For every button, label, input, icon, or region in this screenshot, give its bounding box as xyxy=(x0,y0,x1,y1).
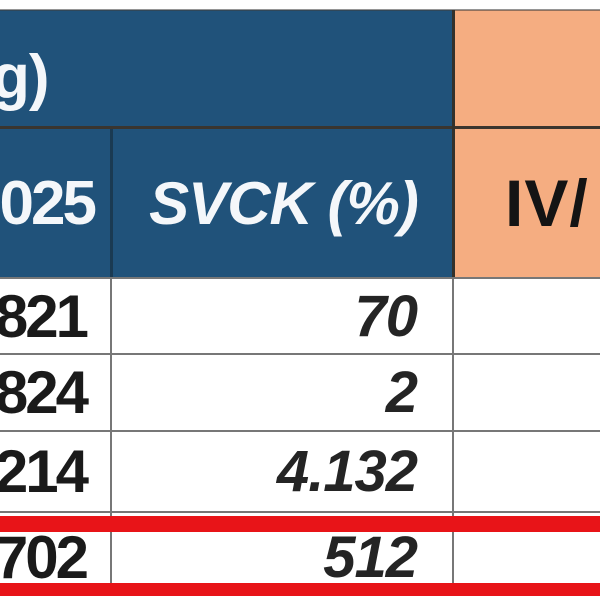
row-1-code-cell[interactable]: 821 xyxy=(0,279,112,353)
row-3-code: 214 xyxy=(0,438,89,505)
header-cell-svck[interactable]: SVCK (%) xyxy=(112,129,455,277)
grid-line-row2 xyxy=(0,430,600,432)
grid-line-under-title xyxy=(0,126,600,129)
header-iv-text: IV/ xyxy=(505,166,589,240)
row-2-code: 824 xyxy=(0,359,89,426)
row-2-code-cell[interactable]: 824 xyxy=(0,355,112,430)
row-2-iv-cell[interactable] xyxy=(455,355,600,430)
grid-line-row1 xyxy=(0,353,600,355)
row-4-iv-cell[interactable] xyxy=(455,532,600,583)
title-cell[interactable]: g) xyxy=(0,10,455,129)
column-divider-data-2 xyxy=(452,277,454,596)
header-svck-text: SVCK (%) xyxy=(149,169,419,237)
row-4-svck-cell[interactable]: 512 xyxy=(112,525,455,590)
row-4-svck: 512 xyxy=(323,525,418,590)
column-divider-header-2 xyxy=(452,10,455,277)
row-1-svck: 70 xyxy=(354,283,418,349)
grid-line-top xyxy=(0,9,600,11)
highlight-rectangle-bottom-edge xyxy=(0,583,600,596)
title-orange-cell[interactable] xyxy=(455,10,600,129)
row-3-svck-cell[interactable]: 4.132 xyxy=(112,432,455,511)
title-text-fragment: g) xyxy=(0,43,50,112)
row-1-svck-cell[interactable]: 70 xyxy=(112,279,455,353)
highlight-rectangle-top-edge xyxy=(0,516,600,532)
grid-line-row3 xyxy=(0,511,600,513)
column-divider-data-1 xyxy=(110,277,112,596)
row-1-code: 821 xyxy=(0,282,89,350)
column-divider-header-1 xyxy=(110,129,113,277)
header-cell-year[interactable]: 025 xyxy=(0,129,112,277)
row-4-code: 702 xyxy=(0,524,89,591)
row-2-svck: 2 xyxy=(385,360,418,425)
header-year-text: 025 xyxy=(0,168,97,238)
row-3-code-cell[interactable]: 214 xyxy=(0,432,112,511)
row-4-code-cell[interactable]: 702 xyxy=(0,524,112,591)
header-cell-iv[interactable]: IV/ xyxy=(455,129,600,277)
row-2-svck-cell[interactable]: 2 xyxy=(112,355,455,430)
row-1-iv-cell[interactable] xyxy=(455,279,600,353)
grid-line-header-bottom xyxy=(0,277,600,279)
row-3-svck: 4.132 xyxy=(276,439,418,504)
row-3-iv-cell[interactable] xyxy=(455,432,600,511)
